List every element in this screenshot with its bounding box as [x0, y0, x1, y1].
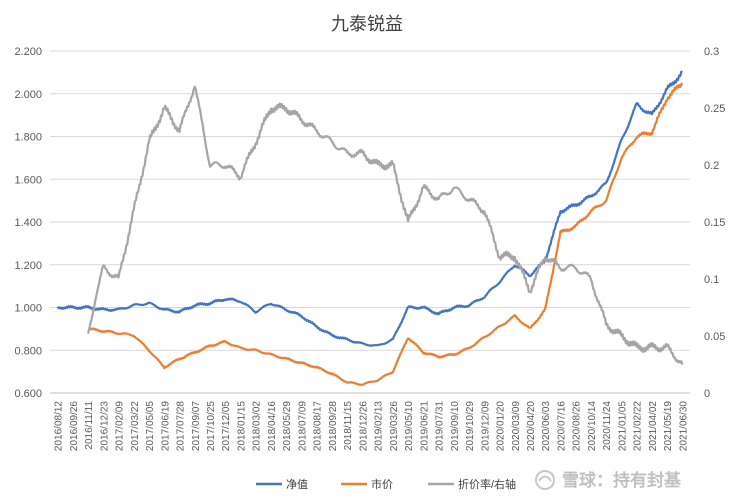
y-right-tick-label: 0.15 [704, 217, 725, 229]
x-tick-label: 2021/06/30 [678, 401, 689, 451]
x-tick-label: 2016/11/11 [84, 401, 95, 450]
y-right-tick-label: 0 [704, 388, 710, 400]
x-tick-label: 2020/10/14 [587, 401, 598, 451]
x-tick-label: 2019/07/31 [435, 401, 446, 451]
legend: 净值 市价 折价率/右轴 [256, 477, 516, 491]
y-right-tick-label: 0.25 [704, 103, 725, 115]
x-tick-label: 2016/09/26 [69, 401, 80, 451]
x-tick-label: 2020/11/24 [602, 401, 613, 451]
x-tick-label: 2018/08/17 [313, 401, 324, 451]
x-tick-label: 2019/12/09 [480, 401, 491, 451]
x-tick-label: 2021/01/05 [617, 401, 628, 451]
x-tick-label: 2018/11/15 [343, 401, 354, 451]
chart-title: 九泰锐益 [331, 14, 403, 34]
x-tick-label: 2018/05/29 [282, 401, 293, 451]
series-line-0 [56, 70, 683, 347]
y-axis-left: 0.600 0.800 1.000 1.200 1.400 1.600 1.800 2.000… [14, 46, 42, 400]
y-left-tick-label: 2.000 [14, 89, 42, 101]
x-tick-label: 2018/04/16 [267, 401, 278, 451]
x-tick-label: 2018/12/26 [358, 401, 369, 451]
snowball-logo-icon [535, 470, 555, 490]
x-tick-label: 2019/10/29 [465, 401, 476, 451]
x-tick-label: 2021/02/22 [633, 401, 644, 451]
x-tick-label: 2017/02/09 [115, 401, 126, 451]
y-right-tick-label: 0.2 [704, 160, 719, 172]
x-tick-label: 2017/06/19 [160, 401, 171, 451]
y-right-tick-label: 0.05 [704, 331, 725, 343]
y-left-tick-label: 1.000 [14, 303, 42, 315]
x-tick-label: 2021/05/19 [663, 401, 674, 451]
y-left-tick-label: 1.400 [14, 217, 42, 229]
x-tick-label: 2020/04/20 [526, 401, 537, 451]
x-tick-label: 2017/10/25 [206, 401, 217, 451]
x-tick-label: 2016/12/23 [99, 401, 110, 451]
y-left-tick-label: 1.200 [14, 260, 42, 272]
x-tick-label: 2019/09/10 [450, 401, 461, 451]
x-tick-label: 2017/03/22 [130, 401, 141, 451]
y-left-tick-label: 1.600 [14, 174, 42, 186]
y-right-tick-label: 0.1 [704, 274, 719, 286]
x-tick-label: 2017/07/28 [176, 401, 187, 451]
legend-label: 市价 [371, 477, 393, 491]
x-tick-label: 2020/01/20 [496, 401, 507, 451]
x-tick-label: 2018/09/28 [328, 401, 339, 451]
x-tick-label: 2021/04/02 [648, 401, 659, 451]
x-tick-label: 2018/07/09 [297, 401, 308, 451]
y-right-tick-label: 0.3 [704, 46, 719, 58]
x-tick-label: 2017/05/05 [145, 401, 156, 451]
x-tick-label: 2018/01/15 [236, 401, 247, 451]
series-line-2 [87, 85, 684, 365]
x-tick-label: 2017/09/07 [191, 401, 202, 451]
x-tick-label: 2018/03/02 [252, 401, 263, 451]
x-tick-label: 2020/03/09 [511, 401, 522, 451]
series-lines [56, 70, 684, 386]
x-tick-label: 2020/08/26 [572, 401, 583, 451]
watermark-text: 雪球：持有封基 [562, 470, 682, 490]
series-line-1 [87, 82, 684, 386]
x-tick-label: 2019/02/13 [374, 401, 385, 451]
y-left-tick-label: 2.200 [14, 46, 42, 58]
y-left-tick-label: 0.800 [14, 345, 42, 357]
x-tick-label: 2019/03/26 [389, 401, 400, 451]
y-left-tick-label: 1.800 [14, 132, 42, 144]
x-tick-label: 2016/08/12 [54, 401, 65, 451]
x-tick-label: 2020/06/03 [541, 401, 552, 451]
x-tick-label: 2019/05/10 [404, 401, 415, 451]
legend-label: 折价率/右轴 [458, 477, 516, 491]
x-tick-label: 2017/12/05 [221, 401, 232, 451]
x-tick-label: 2019/06/21 [419, 401, 430, 451]
watermark: 雪球：持有封基 [535, 470, 682, 490]
y-left-tick-label: 0.600 [14, 388, 42, 400]
x-tick-label: 2020/07/16 [556, 401, 567, 451]
y-axis-right: 0 0.05 0.1 0.15 0.2 0.25 0.3 [704, 46, 725, 400]
legend-label: 净值 [286, 477, 308, 491]
x-axis: 2016/08/12 2016/09/26 2016/11/11 2016/12/23… [50, 392, 690, 451]
